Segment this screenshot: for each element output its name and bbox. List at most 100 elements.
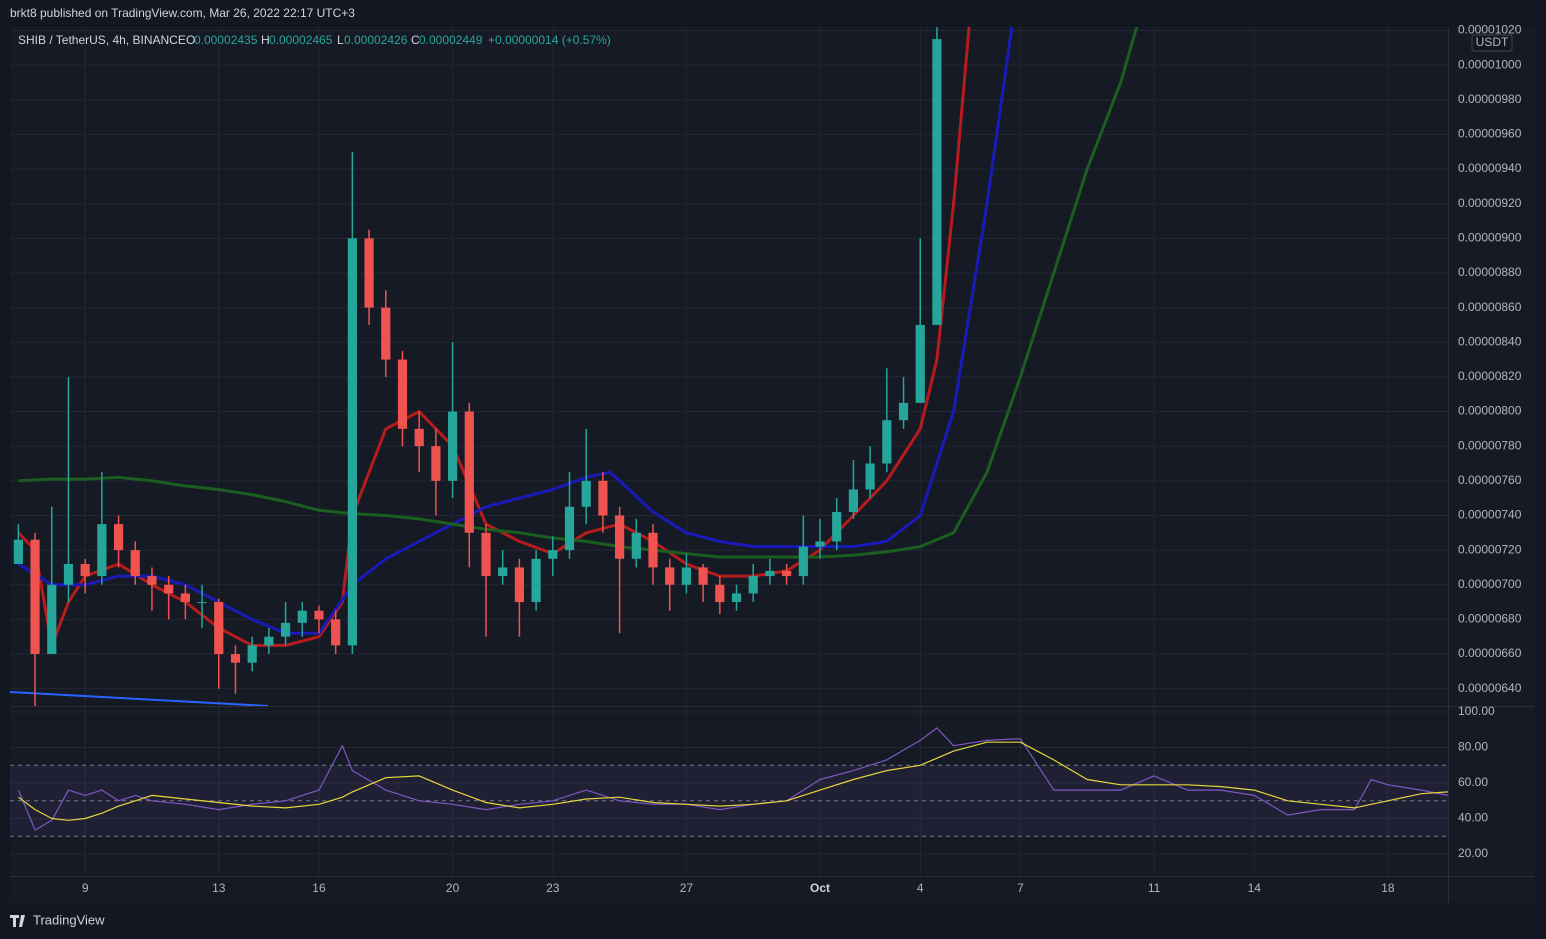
symbol: SHIB / TetherUS, 4h, BINANCE bbox=[18, 33, 186, 47]
x-tick-label: 9 bbox=[82, 881, 89, 895]
x-tick-label: 7 bbox=[1017, 881, 1024, 895]
candle-body bbox=[331, 619, 341, 646]
candle-body bbox=[798, 546, 808, 577]
y-tick-label: 100.00 bbox=[1458, 704, 1495, 718]
ohlc-label: O bbox=[186, 33, 195, 47]
candle-body bbox=[514, 567, 524, 603]
x-tick-label: 16 bbox=[312, 881, 326, 895]
x-tick-label: 20 bbox=[446, 881, 460, 895]
candle-body bbox=[782, 570, 792, 577]
candle-body bbox=[665, 567, 675, 585]
y-tick-label: 60.00 bbox=[1458, 775, 1488, 789]
x-tick-label: 27 bbox=[680, 881, 694, 895]
candle-body bbox=[214, 602, 224, 655]
candle-body bbox=[381, 307, 391, 360]
rsi-background bbox=[10, 764, 1448, 837]
candle-body bbox=[648, 532, 658, 568]
candle-body bbox=[748, 576, 758, 594]
candle-body bbox=[531, 558, 541, 603]
price-change: +0.00000014 (+0.57%) bbox=[488, 33, 611, 47]
y-tick-label: 0.00000980 bbox=[1458, 92, 1522, 106]
candle-body bbox=[397, 359, 408, 429]
candle-body bbox=[230, 654, 241, 663]
rsi-pane bbox=[17, 727, 1448, 831]
candle-body bbox=[715, 584, 725, 603]
y-tick-label: 0.00000720 bbox=[1458, 542, 1522, 556]
ohlc-label: C bbox=[411, 33, 420, 47]
currency: USDT bbox=[1476, 35, 1509, 49]
candle-body bbox=[30, 539, 40, 655]
candle-body bbox=[414, 428, 424, 447]
y-tick-label: 0.00000800 bbox=[1458, 404, 1522, 418]
rsi-band bbox=[10, 765, 1448, 837]
x-tick-label: 18 bbox=[1381, 881, 1395, 895]
candle-body bbox=[13, 539, 23, 564]
candle-body bbox=[581, 480, 591, 507]
y-tick-label: 0.00000920 bbox=[1458, 196, 1522, 210]
candle-body bbox=[97, 524, 107, 577]
y-tick-label: 80.00 bbox=[1458, 740, 1488, 754]
candle-body bbox=[681, 567, 692, 585]
y-tick-label: 0.00000740 bbox=[1458, 508, 1522, 522]
candle-body bbox=[113, 524, 124, 551]
candle-body bbox=[264, 636, 274, 646]
y-tick-label: 0.00001020 bbox=[1458, 23, 1522, 37]
candle-body bbox=[364, 238, 374, 308]
y-tick-label: 0.00000660 bbox=[1458, 646, 1522, 660]
candle-body bbox=[698, 567, 708, 585]
grid bbox=[10, 27, 1448, 876]
candle-body bbox=[481, 532, 491, 577]
moving-average bbox=[17, 27, 1014, 635]
candle-body bbox=[765, 570, 775, 577]
chart-area bbox=[10, 27, 1535, 903]
ohlc-label: H bbox=[261, 33, 270, 47]
candle-body bbox=[47, 584, 57, 655]
candle-body bbox=[80, 563, 90, 577]
candle-body bbox=[631, 532, 641, 559]
ohlc-value: 0.00002435 bbox=[194, 33, 258, 47]
y-tick-label: 0.00000840 bbox=[1458, 334, 1522, 348]
candle-body bbox=[882, 420, 892, 464]
candle-body bbox=[932, 39, 942, 325]
published-text: brkt8 published on TradingView.com, Mar … bbox=[10, 6, 355, 20]
candle-body bbox=[164, 584, 174, 594]
candle-body bbox=[247, 645, 257, 663]
y-tick-label: 0.00000880 bbox=[1458, 265, 1522, 279]
currency-badge bbox=[1471, 34, 1513, 52]
x-tick-label: 13 bbox=[212, 881, 226, 895]
candle-body bbox=[898, 402, 909, 421]
y-tick-label: 0.00000860 bbox=[1458, 300, 1522, 314]
y-tick-label: 0.00000700 bbox=[1458, 577, 1522, 591]
ohlc-value: 0.00002465 bbox=[269, 33, 333, 47]
candle-body bbox=[564, 506, 575, 551]
candle-body bbox=[197, 602, 207, 604]
y-tick-label: 0.00001000 bbox=[1458, 57, 1522, 71]
candle-body bbox=[347, 238, 357, 646]
candle-body bbox=[180, 593, 190, 603]
candle-body bbox=[548, 550, 558, 559]
y-tick-label: 0.00000680 bbox=[1458, 612, 1522, 626]
moving-average bbox=[18, 27, 1139, 559]
candle-body bbox=[915, 324, 925, 403]
candle-body bbox=[615, 515, 625, 559]
candle-body bbox=[598, 480, 608, 516]
x-tick-label: Oct bbox=[810, 881, 830, 895]
y-tick-label: 0.00000820 bbox=[1458, 369, 1522, 383]
candle-body bbox=[848, 489, 859, 512]
footer-brand: TradingView bbox=[33, 912, 105, 927]
price-pane bbox=[10, 27, 1139, 706]
axes: 0.00000640 0.00000660 0.00000680 0.00000700… bbox=[82, 23, 1522, 896]
candle-body bbox=[280, 622, 291, 637]
footer-logo bbox=[10, 915, 25, 927]
x-tick-label: 23 bbox=[546, 881, 560, 895]
y-tick-label: 0.00000640 bbox=[1458, 681, 1522, 695]
candle-body bbox=[731, 593, 742, 603]
candle-body bbox=[815, 541, 825, 547]
x-tick-label: 14 bbox=[1248, 881, 1262, 895]
x-tick-label: 11 bbox=[1148, 881, 1161, 895]
candle-body bbox=[447, 411, 458, 481]
y-tick-label: 0.00000900 bbox=[1458, 230, 1522, 244]
y-tick-label: 0.00000780 bbox=[1458, 438, 1522, 452]
